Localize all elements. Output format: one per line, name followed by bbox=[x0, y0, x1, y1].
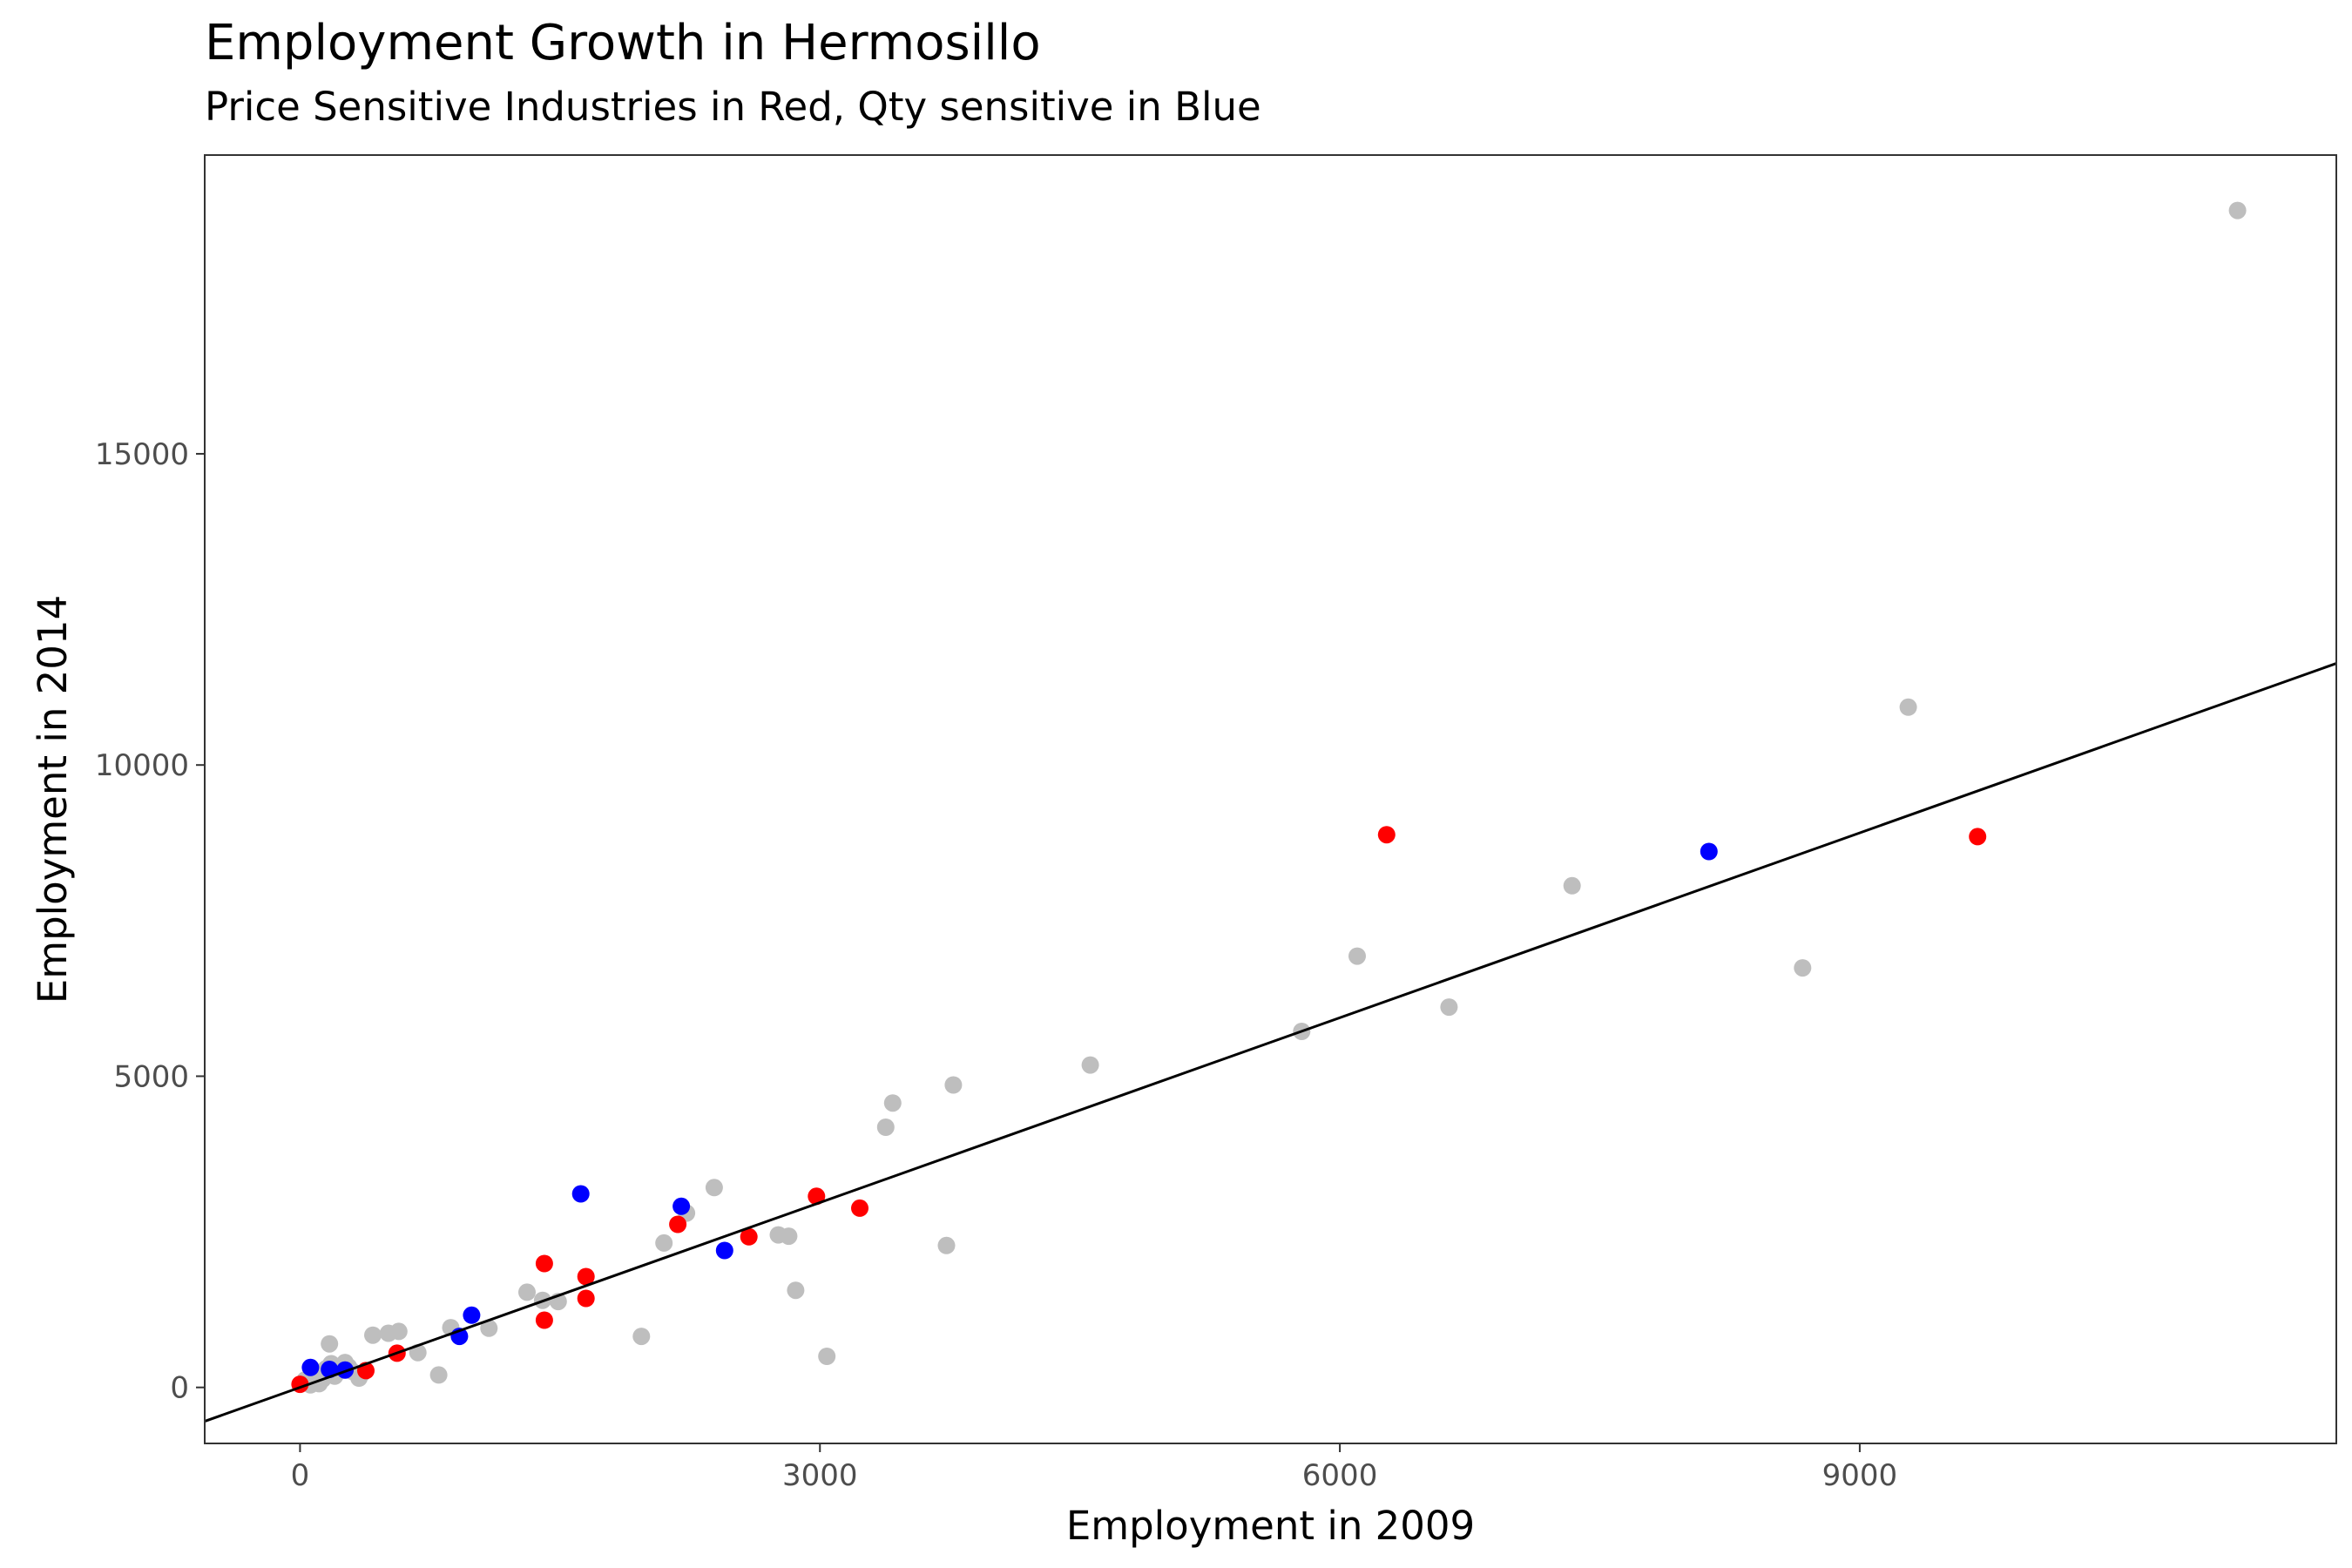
chart-subtitle: Price Sensitive Industries in Red, Qty s… bbox=[205, 84, 1261, 130]
data-point-other bbox=[937, 1236, 956, 1254]
x-tick-label: 6000 bbox=[1302, 1458, 1378, 1493]
data-point-other bbox=[818, 1348, 836, 1365]
data-point-other bbox=[480, 1319, 498, 1337]
data-point-other bbox=[1081, 1056, 1099, 1074]
data-point-other bbox=[1794, 959, 1812, 977]
data-point-other bbox=[1440, 998, 1458, 1017]
x-axis-title: Employment in 2009 bbox=[1066, 1503, 1475, 1549]
data-point-price_sensitive bbox=[535, 1254, 553, 1273]
data-point-qty_sensitive bbox=[672, 1197, 691, 1215]
data-point-other bbox=[705, 1179, 723, 1197]
y-axis-title: Employment in 2014 bbox=[30, 595, 76, 1004]
data-point-other bbox=[876, 1119, 895, 1136]
data-point-other bbox=[364, 1326, 382, 1344]
data-point-qty_sensitive bbox=[301, 1358, 320, 1376]
data-point-other bbox=[655, 1233, 673, 1252]
data-point-price_sensitive bbox=[808, 1187, 826, 1206]
data-point-other bbox=[518, 1283, 536, 1301]
data-point-qty_sensitive bbox=[715, 1241, 733, 1260]
axes-layer: 0 3000 6000 9000 0 5000 10000 15000 bbox=[95, 437, 1897, 1493]
data-point-price_sensitive bbox=[577, 1267, 595, 1286]
data-point-price_sensitive bbox=[1969, 828, 1987, 846]
y-tick-label: 5000 bbox=[113, 1059, 189, 1094]
data-point-other bbox=[429, 1366, 448, 1384]
data-point-other bbox=[1563, 876, 1581, 895]
points-layer bbox=[291, 201, 2247, 1394]
data-point-price_sensitive bbox=[669, 1215, 687, 1233]
y-tick-label: 0 bbox=[170, 1371, 189, 1406]
fit-line-layer bbox=[204, 662, 2337, 1423]
data-point-other bbox=[883, 1094, 902, 1112]
data-point-qty_sensitive bbox=[336, 1361, 355, 1379]
data-point-qty_sensitive bbox=[463, 1306, 481, 1324]
data-point-other bbox=[944, 1076, 963, 1094]
data-point-price_sensitive bbox=[535, 1311, 553, 1329]
panel-border bbox=[204, 154, 2337, 1444]
data-point-other bbox=[787, 1281, 805, 1300]
data-point-other bbox=[632, 1328, 651, 1346]
x-tick-label: 3000 bbox=[782, 1458, 858, 1493]
data-point-price_sensitive bbox=[1377, 826, 1396, 844]
fit-line bbox=[204, 662, 2337, 1423]
x-tick-label: 9000 bbox=[1822, 1458, 1898, 1493]
data-point-other bbox=[321, 1335, 339, 1353]
data-point-price_sensitive bbox=[577, 1289, 595, 1308]
y-tick-label: 15000 bbox=[95, 437, 189, 472]
data-point-other bbox=[1899, 698, 1917, 716]
y-tick-label: 10000 bbox=[95, 748, 189, 783]
data-point-qty_sensitive bbox=[571, 1185, 590, 1203]
data-point-price_sensitive bbox=[740, 1227, 758, 1246]
chart-title: Employment Growth in Hermosillo bbox=[205, 15, 1041, 71]
data-point-price_sensitive bbox=[851, 1199, 868, 1217]
data-point-other bbox=[2228, 201, 2247, 220]
data-point-other bbox=[780, 1227, 798, 1246]
data-point-qty_sensitive bbox=[321, 1361, 339, 1378]
data-point-other bbox=[389, 1322, 408, 1341]
data-point-other bbox=[1348, 947, 1366, 965]
data-point-qty_sensitive bbox=[1700, 842, 1718, 861]
x-tick-label: 0 bbox=[291, 1458, 310, 1493]
